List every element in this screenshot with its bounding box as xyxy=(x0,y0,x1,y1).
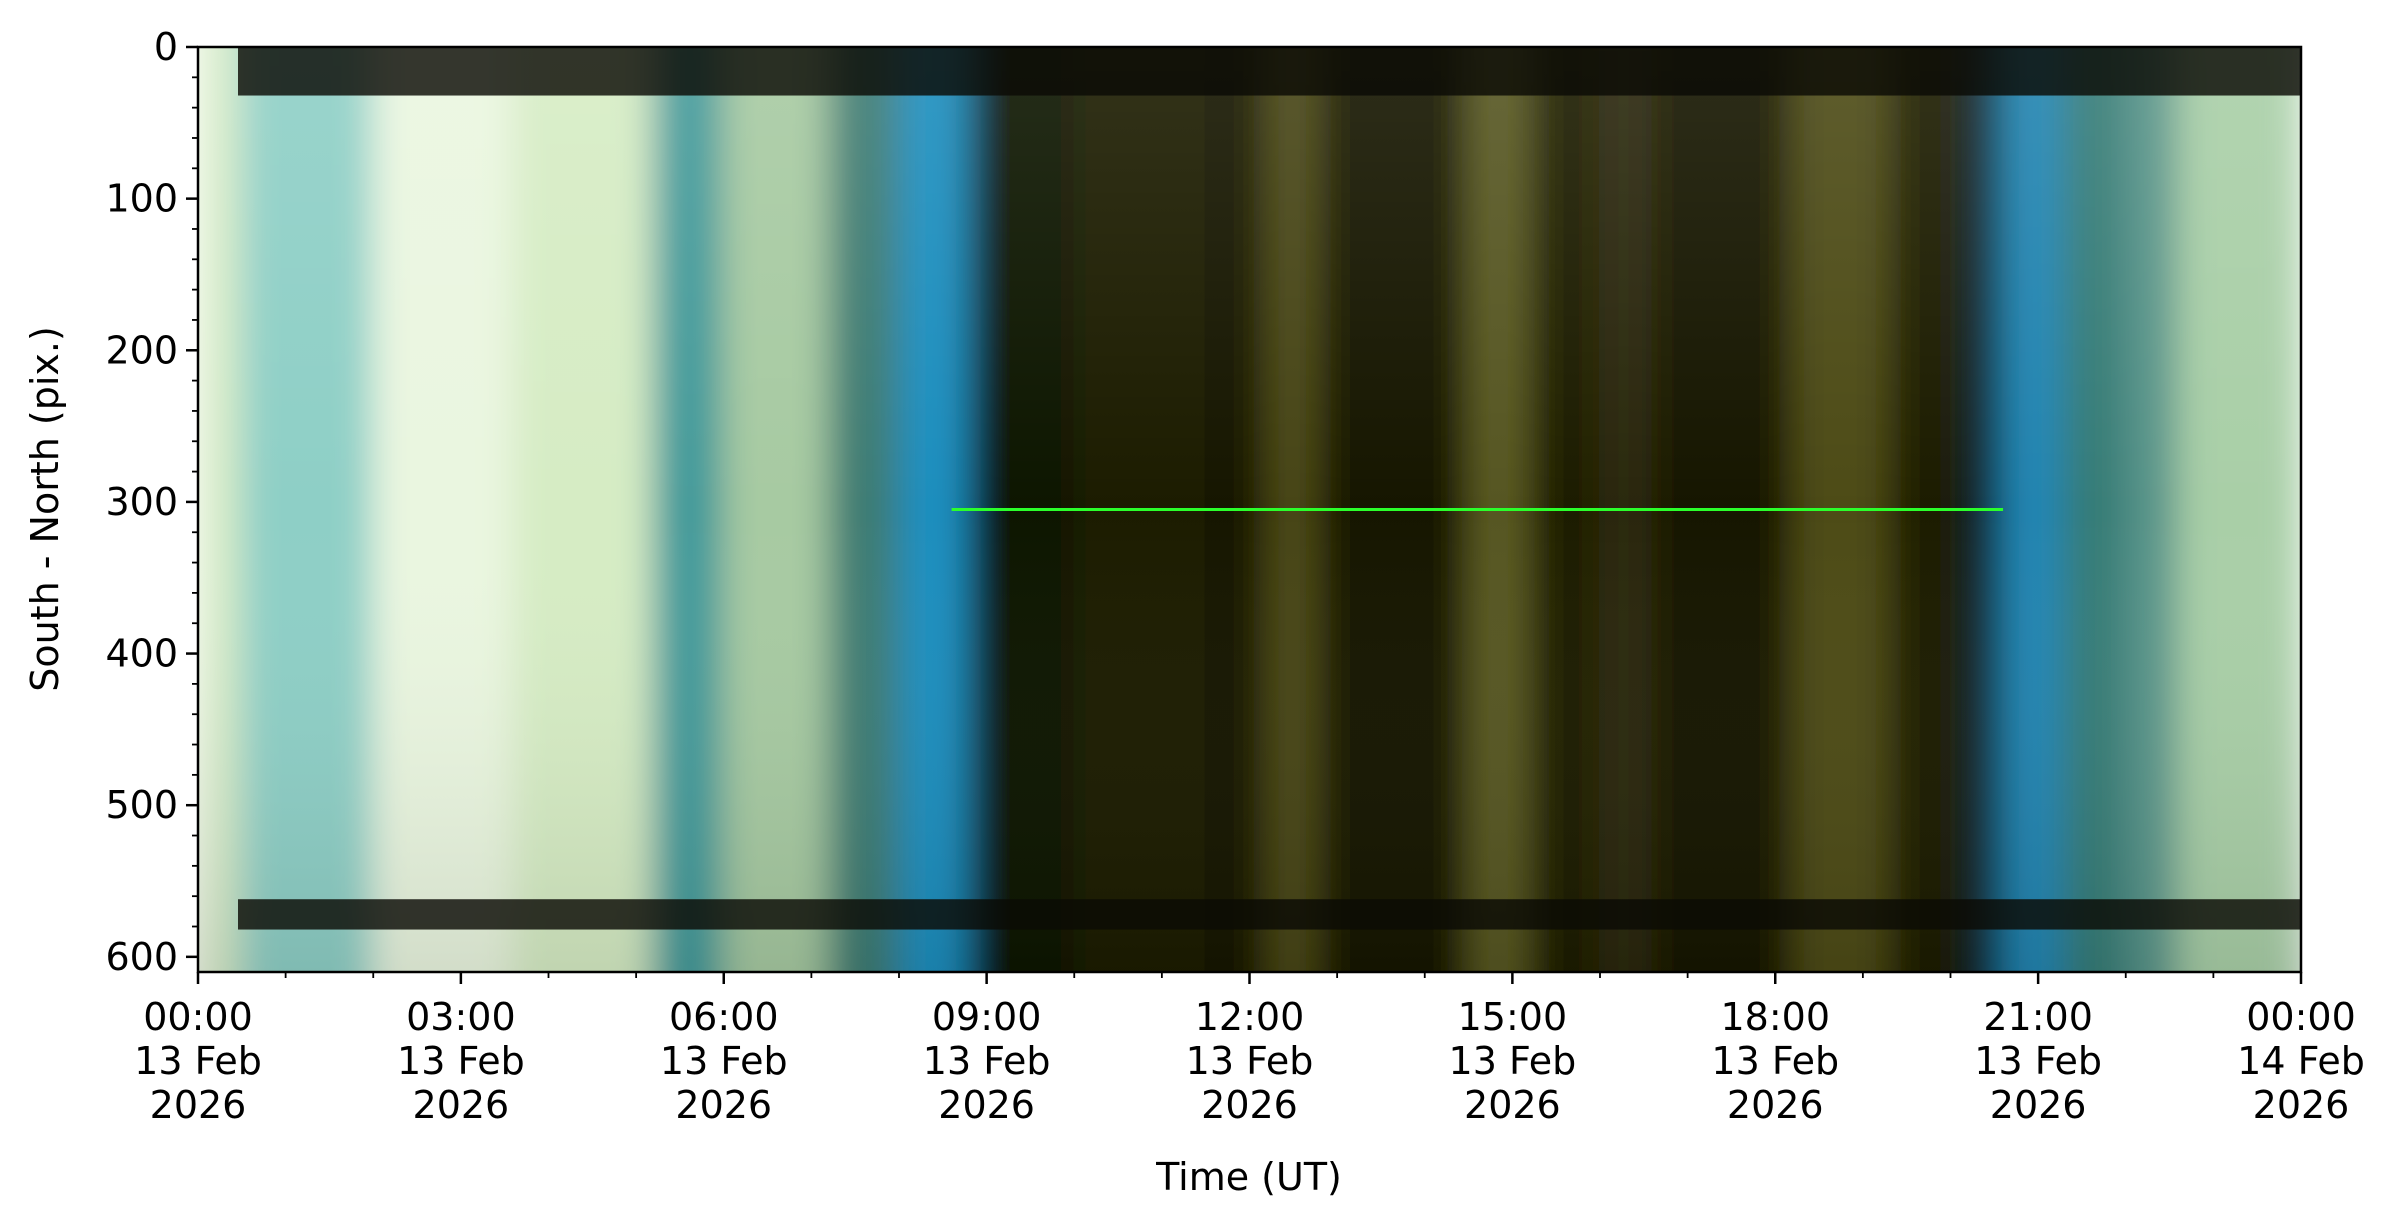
x-tick-label: 03:00 13 Feb 2026 xyxy=(397,995,525,1127)
y-tick-label: 600 xyxy=(105,935,178,979)
x-tick-label: 00:00 14 Feb 2026 xyxy=(2237,995,2365,1127)
x-axis-label: Time (UT) xyxy=(1155,1155,1342,1199)
x-tick-label: 00:00 13 Feb 2026 xyxy=(134,995,262,1127)
y-tick-label: 200 xyxy=(105,328,178,372)
dark-stripe-bottom xyxy=(238,899,2301,930)
x-tick-label: 09:00 13 Feb 2026 xyxy=(923,995,1051,1127)
y-tick-label: 400 xyxy=(105,632,178,676)
spectrogram-image xyxy=(198,47,2301,972)
x-tick-label: 06:00 13 Feb 2026 xyxy=(660,995,788,1127)
y-tick-label: 100 xyxy=(105,177,178,221)
x-tick-label: 12:00 13 Feb 2026 xyxy=(1186,995,1314,1127)
y-tick-label: 300 xyxy=(105,480,178,524)
x-tick-label: 21:00 13 Feb 2026 xyxy=(1974,995,2102,1127)
dark-stripe-top xyxy=(238,47,2301,96)
y-tick-label: 500 xyxy=(105,783,178,827)
x-tick-label: 18:00 13 Feb 2026 xyxy=(1711,995,1839,1127)
x-axis: 00:00 13 Feb 2026 03:00 13 Feb 2026 06:00 13 Fe… xyxy=(134,972,2365,1127)
x-tick-label: 15:00 13 Feb 2026 xyxy=(1449,995,1577,1127)
y-axis: 0 100 200 300 400 500 600 xyxy=(105,25,198,979)
y-axis-label: South - North (pix.) xyxy=(23,326,67,692)
y-tick-label: 0 xyxy=(154,25,178,69)
